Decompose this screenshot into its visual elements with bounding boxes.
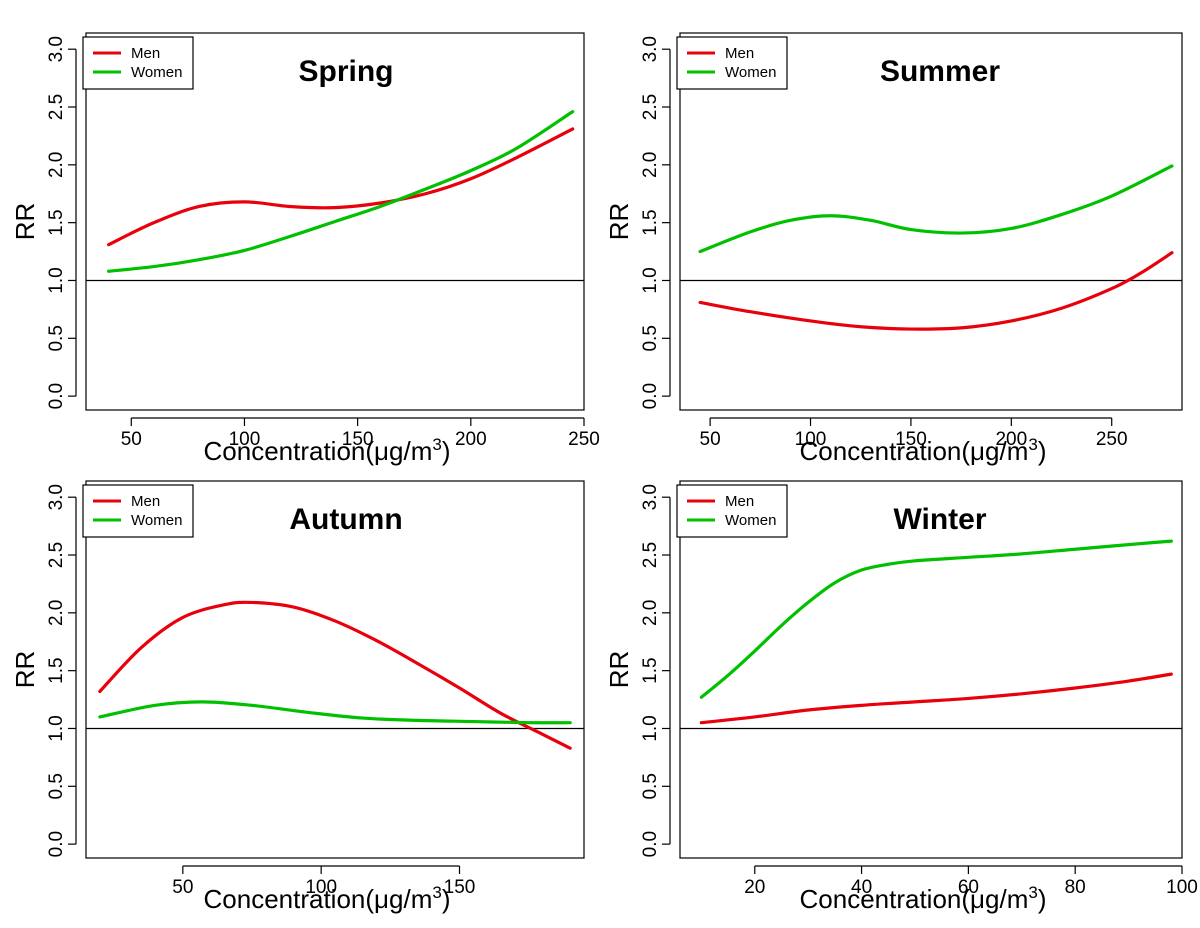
legend: Men Women (676, 36, 788, 90)
legend-label-men: Men (725, 45, 754, 62)
x-tick-label: 40 (851, 877, 872, 898)
y-tick-label: 0.0 (640, 383, 661, 409)
legend-label-men: Men (131, 45, 160, 62)
legend-label-women: Women (131, 64, 182, 81)
panel-autumn: 0.0 0.5 1.0 1.5 2.0 2.5 3.0 50 100 150Concentrati… (10, 480, 585, 914)
panel-title: Summer (880, 55, 1000, 88)
series-line-women (698, 164, 1174, 254)
panel-summer: 0.0 0.5 1.0 1.5 2.0 2.5 3.0 50 100 150 200 250 Conce… (604, 32, 1183, 466)
x-tick-label: 100 (229, 429, 261, 450)
panel-spring: 0.0 0.5 1.0 1.5 2.0 2.5 3.0 50 100 150 200 250 Conce… (10, 32, 600, 466)
y-tick-label: 0.5 (46, 773, 67, 799)
y-tick-label: 1.5 (46, 209, 67, 235)
y-tick-label: 3.0 (640, 484, 661, 510)
y-axis-title: RR (10, 203, 40, 241)
legend-label-men: Men (725, 493, 754, 510)
y-tick-label: 3.0 (46, 36, 67, 62)
x-axis-title: Concentration(μg/m3) (204, 435, 451, 466)
x-tick-label: 200 (455, 429, 487, 450)
series-line-women (107, 110, 575, 273)
y-axis-title: RR (604, 203, 634, 241)
y-tick-label: 2.0 (46, 600, 67, 626)
y-tick-label: 0.0 (640, 831, 661, 857)
y-tick-label: 0.5 (46, 325, 67, 351)
legend-box (676, 36, 788, 90)
series-line-women (98, 700, 572, 725)
y-tick-label: 2.5 (640, 94, 661, 120)
x-tick-label: 100 (305, 877, 337, 898)
y-tick-label: 2.5 (46, 94, 67, 120)
plot-frame (679, 480, 1183, 859)
x-tick-label: 100 (795, 429, 827, 450)
x-tick-label: 150 (895, 429, 927, 450)
x-tick-label: 200 (995, 429, 1027, 450)
y-tick-label: 2.0 (46, 152, 67, 178)
plot-frame (85, 32, 585, 411)
legend-label-women: Women (725, 64, 776, 81)
y-tick-label: 0.5 (640, 773, 661, 799)
series-line-men (699, 672, 1173, 725)
x-tick-label: 80 (1065, 877, 1086, 898)
y-tick-label: 2.0 (640, 152, 661, 178)
x-axis-title: Concentration(μg/m3) (800, 435, 1047, 466)
panel-title: Autumn (289, 503, 402, 536)
plot-frame (85, 480, 585, 859)
y-tick-label: 1.0 (46, 715, 67, 741)
y-tick-label: 0.0 (46, 831, 67, 857)
panel-title: Winter (893, 503, 986, 536)
y-axis-title: RR (604, 651, 634, 689)
legend-label-men: Men (131, 493, 160, 510)
y-tick-label: 1.5 (640, 209, 661, 235)
y-axis-title: RR (10, 651, 40, 689)
panel-title: Spring (299, 55, 394, 88)
x-tick-label: 250 (1096, 429, 1128, 450)
y-tick-label: 0.0 (46, 383, 67, 409)
legend-box (82, 36, 194, 90)
x-tick-label: 50 (121, 429, 142, 450)
panel-winter: 0.0 0.5 1.0 1.5 2.0 2.5 3.0 20 40 60 80 100 Concentr… (604, 480, 1198, 914)
y-tick-label: 1.5 (640, 657, 661, 683)
x-axis-title: Concentration(μg/m3) (800, 883, 1047, 914)
legend-box (82, 484, 194, 538)
x-tick-label: 100 (1166, 877, 1198, 898)
x-tick-label: 60 (958, 877, 979, 898)
y-tick-label: 1.0 (46, 267, 67, 293)
x-tick-label: 150 (342, 429, 374, 450)
plot-frame (679, 32, 1183, 411)
y-tick-label: 3.0 (640, 36, 661, 62)
legend-box (676, 484, 788, 538)
y-tick-label: 2.5 (46, 542, 67, 568)
series-line-men (98, 600, 572, 750)
y-tick-label: 3.0 (46, 484, 67, 510)
y-tick-label: 2.0 (640, 600, 661, 626)
x-tick-label: 150 (444, 877, 476, 898)
x-tick-label: 20 (744, 877, 765, 898)
y-tick-label: 1.0 (640, 715, 661, 741)
y-tick-label: 2.5 (640, 542, 661, 568)
x-axis-title: Concentration(μg/m3) (204, 883, 451, 914)
y-tick-label: 1.5 (46, 657, 67, 683)
legend-label-women: Women (131, 512, 182, 529)
series-line-women (699, 539, 1173, 699)
legend: Men Women (82, 36, 194, 90)
legend: Men Women (82, 484, 194, 538)
x-tick-label: 50 (700, 429, 721, 450)
x-tick-label: 50 (172, 877, 193, 898)
series-line-men (107, 127, 575, 247)
legend: Men Women (676, 484, 788, 538)
y-tick-label: 1.0 (640, 267, 661, 293)
series-line-men (698, 251, 1174, 331)
x-tick-label: 250 (568, 429, 600, 450)
y-tick-label: 0.5 (640, 325, 661, 351)
legend-label-women: Women (725, 512, 776, 529)
